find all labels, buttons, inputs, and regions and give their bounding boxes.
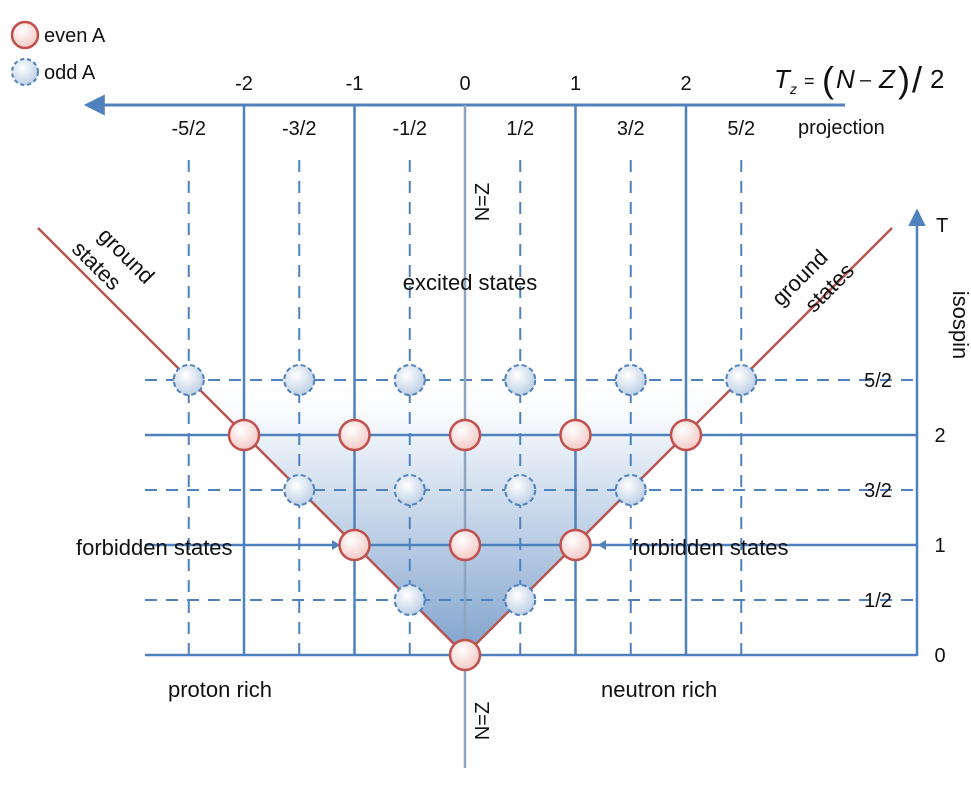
tz-tick-label: -1 (346, 73, 364, 95)
vertical-grid (187, 105, 743, 655)
states-layer (172, 364, 758, 672)
legend-odd-label: odd A (44, 62, 96, 84)
tz-half-tick-label: -1/2 (393, 118, 427, 140)
formula-minus: – (860, 69, 872, 91)
even-a-state (227, 418, 261, 452)
tz-half-tick-label: 1/2 (506, 118, 534, 140)
even-a-state (448, 638, 482, 672)
tz-tick-label: 2 (680, 73, 691, 95)
forbidden-states-right-label: forbidden states (632, 535, 789, 560)
odd-a-state (393, 474, 426, 506)
formula-t: T (774, 64, 792, 94)
ground-states-left: ground states (67, 223, 159, 296)
even-a-state (448, 418, 482, 452)
t-axis-title: T (936, 215, 948, 237)
formula-slash: / (912, 59, 922, 100)
odd-a-state (504, 584, 537, 616)
tz-tick-label: 0 (459, 73, 470, 95)
forbidden-left-tip (332, 540, 340, 550)
formula-z-symbol: Z (878, 64, 896, 94)
tz-tick-label: 1 (570, 73, 581, 95)
tz-formula: T z = ( N – Z ) / 2 (774, 59, 944, 100)
formula-two: 2 (930, 64, 944, 94)
tz-tick-label: -2 (235, 73, 253, 95)
nz-label-top: N=Z (472, 183, 494, 221)
even-a-state (338, 528, 371, 562)
formula-eq: = (804, 71, 815, 91)
formula-rparen: ) (898, 59, 910, 100)
projection-label: projection (798, 117, 885, 139)
proton-rich-label: proton rich (168, 677, 272, 702)
even-a-state (338, 418, 371, 452)
neutron-rich-label: neutron rich (601, 677, 717, 702)
odd-a-state (614, 364, 647, 396)
tz-half-tick-label: 5/2 (727, 118, 755, 140)
odd-a-state (504, 474, 537, 506)
formula-n: N (836, 64, 855, 94)
t-tick-label: 2 (934, 425, 945, 447)
legend-odd-marker (11, 58, 39, 86)
isospin-label: isospin (948, 291, 971, 359)
odd-a-state (393, 584, 426, 616)
legend-even-marker (10, 20, 40, 50)
forbidden-states-left-label: forbidden states (76, 535, 233, 560)
t-tick-label: 3/2 (864, 480, 892, 502)
even-a-state (559, 528, 592, 562)
formula-z: z (789, 81, 797, 97)
top-integer-ticks: -2 -1 0 1 2 (235, 73, 691, 95)
odd-a-state (283, 364, 316, 396)
t-tick-label: 1/2 (864, 590, 892, 612)
odd-a-state (283, 474, 316, 506)
odd-a-state (172, 364, 205, 396)
tz-half-tick-label: -3/2 (282, 118, 316, 140)
top-half-ticks: -5/2 -3/2 -1/2 1/2 3/2 5/2 (172, 118, 756, 140)
legend-even-label: even A (44, 25, 106, 47)
t-tick-label: 1 (934, 535, 945, 557)
tz-half-tick-label: 3/2 (617, 118, 645, 140)
odd-a-state (504, 364, 537, 396)
t-tick-label: 0 (934, 645, 945, 667)
odd-a-state (725, 364, 758, 396)
even-a-state (448, 528, 482, 562)
t-tick-label: 5/2 (864, 370, 892, 392)
tz-half-tick-label: -5/2 (172, 118, 206, 140)
formula-lparen: ( (822, 59, 834, 100)
odd-a-state (614, 474, 647, 506)
excited-states-label: excited states (403, 270, 538, 295)
even-a-state (559, 418, 592, 452)
nz-label-bottom: N=Z (472, 702, 494, 740)
forbidden-right-tip (598, 540, 606, 550)
ground-states-right: ground states (767, 245, 859, 318)
odd-a-state (393, 364, 426, 396)
even-a-state (669, 418, 703, 452)
right-axis-ticks: 0 1/2 1 3/2 2 5/2 (864, 370, 945, 667)
